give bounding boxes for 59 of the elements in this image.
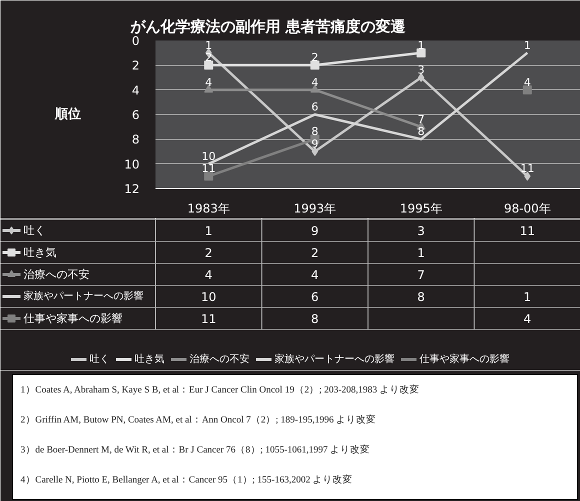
legend-label: 吐く: [24, 224, 46, 237]
data-label: 3: [417, 224, 425, 238]
y-tick-label: 4: [132, 83, 140, 98]
x-tick-label: 1983年: [187, 202, 230, 216]
text: 2）Griffin AM, Butow PN, Coates AM, et al：Ann Oncol 7（2）; 189-195,1996 より改変: [20, 414, 376, 426]
annotation: 4: [524, 76, 531, 89]
text: 吐く: [90, 354, 110, 365]
data-label: 9: [311, 224, 319, 238]
text: 3）de Boer-Dennert M, de Wit R, et al：Br J Cancer 76（8）; 1055-1061,1997 より改変: [20, 444, 370, 456]
annotation: 1: [418, 38, 425, 52]
annotation: 6: [311, 100, 318, 114]
chart-title: がん化学療法の副作用 患者苦痛度の変遷: [130, 18, 407, 36]
y-tick-label: 8: [132, 132, 140, 147]
text: 1）Coates A, Abraham S, Kaye S B, et al：Eur J Cancer Clin Oncol 19（2）; 203-208,1983 より改変: [20, 384, 420, 396]
data-label: 1: [417, 246, 425, 260]
annotation: 11: [520, 162, 534, 176]
data-label: 7: [417, 268, 425, 282]
data-label: 10: [200, 290, 216, 304]
data-label: 4: [311, 268, 319, 282]
legend-label: 吐き気: [24, 246, 56, 259]
x-tick-label: 1993年: [294, 202, 336, 216]
data-label: 2: [311, 246, 319, 260]
annotation: 11: [202, 162, 216, 176]
y-tick-label: 6: [132, 108, 140, 122]
legend-label: 家族やパートナーへの影響: [24, 290, 144, 302]
x-tick-label: 1995年: [400, 202, 442, 216]
data-label: 8: [311, 312, 319, 326]
data-label: 4: [524, 312, 532, 326]
text: 4）Carelle N, Piotto E, Bellanger A, et al：Cancer 95（1）; 155-163,2002 より改変: [20, 474, 353, 486]
data-label: 8: [417, 290, 425, 304]
annotation: 3: [418, 64, 425, 76]
annotation: 8: [418, 125, 425, 138]
y-axis-title: 順位: [54, 107, 82, 122]
data-label: 1: [524, 290, 532, 304]
annotation: 7: [418, 112, 425, 126]
data-label: 1: [204, 224, 212, 238]
data-label: 6: [311, 290, 319, 304]
data-label: 11: [520, 224, 536, 238]
annotation: 4: [311, 76, 318, 89]
y-tick-label: 10: [124, 157, 140, 172]
annotation: 4: [205, 76, 212, 89]
annotation: 10: [202, 150, 216, 163]
annotation: 8: [311, 125, 318, 138]
y-tick-label: 0: [132, 34, 140, 48]
text: 治療への不安: [190, 354, 250, 365]
annotation: 1: [524, 38, 531, 52]
annotation: 1: [205, 38, 212, 52]
text: 吐き気: [134, 354, 164, 365]
annotation: 9: [311, 138, 318, 150]
y-tick-label: 2: [132, 58, 140, 73]
x-tick-label: 98-00年: [504, 202, 551, 216]
legend-label: 治療への不安: [24, 268, 90, 281]
y-tick-label: 12: [124, 182, 140, 196]
text: 仕事や家事への影響: [420, 354, 510, 365]
legend-label: 仕事や家事への影響: [24, 312, 122, 325]
data-label: 2: [204, 246, 212, 260]
data-label: 11: [200, 312, 216, 326]
text: 家族やパートナーへの影響: [274, 354, 394, 365]
data-label: 4: [204, 268, 212, 282]
